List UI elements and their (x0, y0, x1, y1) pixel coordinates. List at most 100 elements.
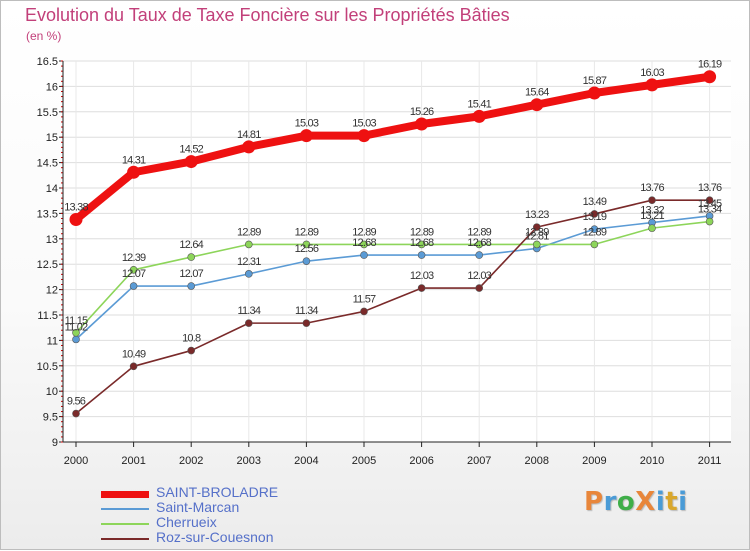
x-tick-label: 2011 (698, 455, 722, 467)
data-point (472, 109, 486, 123)
data-label: 12.07 (122, 268, 146, 280)
legend-item: Cherrueix (101, 514, 401, 531)
data-point (302, 319, 311, 327)
data-label: 9.56 (67, 396, 86, 408)
data-point (242, 140, 256, 154)
data-label: 11.02 (65, 321, 88, 333)
data-point (184, 155, 198, 169)
legend-swatch (101, 491, 149, 498)
data-point (705, 196, 714, 204)
data-label: 12.68 (352, 237, 376, 249)
data-label: 12.68 (467, 237, 491, 249)
data-label: 13.32 (640, 205, 664, 217)
data-point (590, 240, 599, 249)
data-point (72, 335, 80, 344)
data-label: 15.87 (583, 75, 607, 87)
data-label: 15.64 (525, 87, 549, 99)
x-tick-label: 2010 (640, 455, 664, 467)
data-label: 12.89 (583, 226, 607, 238)
x-tick-label: 2006 (409, 455, 433, 467)
data-label: 12.31 (237, 256, 261, 268)
data-point (360, 240, 368, 249)
data-label: 16.03 (640, 67, 664, 79)
data-label: 11.57 (353, 293, 376, 305)
data-label: 12.81 (525, 230, 549, 242)
legend-label: Roz-sur-Couesnon (156, 529, 274, 545)
data-point (357, 129, 371, 143)
proxiti-logo: ProXiti (584, 487, 688, 517)
data-label: 11.15 (65, 315, 88, 327)
data-label: 14.52 (179, 144, 203, 156)
data-label: 12.89 (295, 226, 319, 238)
legend-label: SAINT-BROLADRE (156, 484, 279, 500)
y-tick-label: 14 (46, 183, 58, 195)
data-point (417, 240, 426, 249)
data-point (69, 212, 83, 226)
data-label: 12.89 (525, 226, 549, 238)
data-label: 12.03 (410, 270, 434, 282)
data-point (590, 210, 599, 218)
y-tick-label: 16.5 (37, 56, 58, 68)
data-label: 12.89 (352, 226, 376, 238)
data-label: 13.76 (698, 182, 722, 194)
data-label: 13.76 (640, 182, 664, 194)
data-point (532, 223, 541, 231)
data-label: 12.89 (410, 226, 434, 238)
data-point (129, 282, 138, 290)
data-point (187, 253, 195, 261)
data-label: 11.34 (295, 305, 318, 317)
y-tick-label: 11.5 (37, 310, 58, 322)
data-point (187, 282, 195, 290)
y-tick-label: 12 (46, 285, 58, 297)
data-label: 13.21 (640, 210, 664, 222)
data-point (302, 257, 311, 265)
legend-swatch (101, 538, 149, 540)
data-point (360, 307, 368, 316)
legend-item: SAINT-BROLADRE (101, 484, 401, 501)
data-point (475, 251, 484, 259)
data-point (475, 240, 484, 249)
data-label: 12.03 (467, 270, 491, 282)
data-point (532, 240, 541, 249)
data-point (703, 70, 717, 84)
y-tick-label: 13 (46, 234, 58, 246)
y-tick-label: 11 (47, 335, 58, 347)
data-label: 12.56 (295, 243, 319, 255)
legend: SAINT-BROLADRE Saint-Marcan Cherrueix Roz-s… (101, 484, 401, 546)
data-label: 13.38 (64, 201, 88, 213)
data-label: 13.34 (698, 204, 722, 216)
data-point (645, 78, 659, 92)
legend-swatch (101, 508, 149, 510)
data-point (648, 196, 656, 204)
data-point (187, 346, 195, 355)
data-point (129, 265, 138, 274)
x-tick-label: 2001 (121, 455, 145, 467)
x-tick-label: 2000 (64, 455, 88, 467)
data-label: 13.19 (583, 211, 607, 223)
y-tick-label: 13.5 (37, 208, 58, 220)
data-label: 12.89 (467, 226, 491, 238)
y-tick-label: 10.5 (37, 361, 58, 373)
series-line (72, 72, 714, 224)
data-point (530, 98, 544, 112)
data-label: 14.31 (122, 154, 146, 166)
y-tick-label: 9 (52, 437, 58, 449)
data-point (302, 240, 311, 249)
series-line (75, 199, 711, 415)
data-point (299, 129, 313, 143)
y-tick-label: 9.5 (43, 412, 58, 424)
data-point (417, 284, 426, 292)
x-tick-label: 2002 (179, 455, 203, 467)
y-tick-label: 16 (46, 81, 58, 93)
data-point (127, 165, 141, 179)
data-label: 15.26 (410, 106, 434, 118)
data-label: 15.03 (295, 118, 319, 130)
data-point (475, 284, 484, 292)
data-label: 12.07 (179, 268, 203, 280)
data-point (648, 224, 656, 232)
data-label: 13.49 (583, 196, 607, 208)
data-label: 12.39 (122, 252, 146, 264)
data-point (417, 251, 426, 259)
